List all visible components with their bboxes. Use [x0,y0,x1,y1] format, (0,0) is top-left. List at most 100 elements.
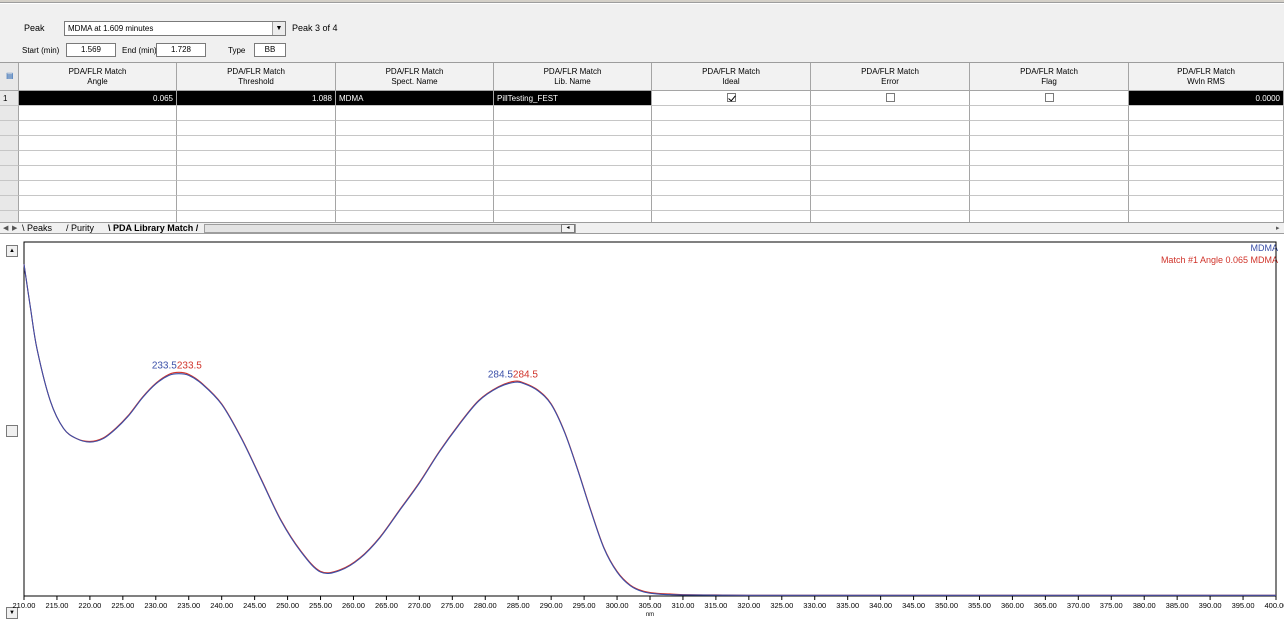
empty-cell[interactable] [177,121,336,136]
empty-cell[interactable] [652,151,811,166]
empty-cell[interactable] [652,136,811,151]
col-header-threshold[interactable]: PDA/FLR Match Threshold [177,63,336,91]
error-checkbox[interactable] [885,93,895,103]
empty-cell[interactable] [811,196,970,211]
empty-cell[interactable] [177,136,336,151]
grid-corner[interactable]: ▤ [0,63,19,91]
empty-cell[interactable] [494,121,652,136]
empty-cell[interactable] [652,166,811,181]
empty-cell[interactable] [494,181,652,196]
cell-ideal[interactable] [652,91,811,106]
cell-error[interactable] [811,91,970,106]
empty-cell[interactable] [652,106,811,121]
empty-cell[interactable] [652,196,811,211]
row-header-empty[interactable] [0,136,19,151]
empty-cell[interactable] [177,166,336,181]
x-tick-label: 400.00 [1265,601,1284,610]
empty-cell[interactable] [336,136,494,151]
tab-pda-library-match-label: PDA Library Match [113,223,194,233]
type-field[interactable]: BB [254,43,286,57]
col-header-angle[interactable]: PDA/FLR Match Angle [19,63,177,91]
row-header-empty[interactable] [0,166,19,181]
empty-cell[interactable] [970,121,1129,136]
scroll-down-icon[interactable]: ▼ [6,607,18,619]
empty-cell[interactable] [336,196,494,211]
cell-flag[interactable] [970,91,1129,106]
empty-cell[interactable] [494,166,652,181]
empty-cell[interactable] [19,181,177,196]
peak-label-spectrum: 233.5 [152,361,177,372]
grid-horizontal-scrollbar[interactable]: ◂ [204,224,576,233]
empty-cell[interactable] [19,166,177,181]
empty-cell[interactable] [336,121,494,136]
empty-cell[interactable] [19,121,177,136]
row-header-empty[interactable] [0,196,19,211]
empty-cell[interactable] [811,136,970,151]
col-header-lib-name[interactable]: PDA/FLR Match Lib. Name [494,63,652,91]
row-header-empty[interactable] [0,121,19,136]
empty-cell[interactable] [970,151,1129,166]
tab-prev-icon[interactable]: ◀ [3,225,9,232]
col-header-error[interactable]: PDA/FLR Match Error [811,63,970,91]
row-header-1[interactable]: 1 [0,91,19,106]
empty-cell[interactable] [970,106,1129,121]
row-header-empty[interactable] [0,151,19,166]
cell-threshold[interactable]: 1.088 [177,91,336,106]
empty-cell[interactable] [336,151,494,166]
scroll-right-icon[interactable]: ▸ [1276,225,1280,232]
empty-cell[interactable] [811,106,970,121]
peak-select[interactable]: MDMA at 1.609 minutes ▼ [64,21,286,36]
empty-cell[interactable] [494,136,652,151]
empty-cell[interactable] [177,181,336,196]
empty-cell[interactable] [336,106,494,121]
empty-cell[interactable] [970,181,1129,196]
empty-cell[interactable] [177,106,336,121]
empty-cell[interactable] [336,166,494,181]
col-header-wvln-rms[interactable]: PDA/FLR Match Wvln RMS [1129,63,1284,91]
empty-cell[interactable] [19,151,177,166]
tab-peaks[interactable]: \ Peaks [22,223,53,233]
empty-cell[interactable] [811,121,970,136]
empty-cell[interactable] [811,166,970,181]
empty-cell[interactable] [652,121,811,136]
empty-cell[interactable] [970,166,1129,181]
empty-cell[interactable] [336,181,494,196]
grid-menu-icon[interactable]: ▤ [6,71,14,80]
plot-vertical-scrollbar[interactable]: ▲ ▼ [6,245,18,619]
empty-cell[interactable] [19,106,177,121]
empty-cell[interactable] [970,196,1129,211]
scroll-thumb[interactable] [6,425,18,437]
empty-cell[interactable] [177,196,336,211]
col-header-spect-name[interactable]: PDA/FLR Match Spect. Name [336,63,494,91]
ideal-checkbox[interactable] [726,93,736,103]
col-header-flag[interactable]: PDA/FLR Match Flag [970,63,1129,91]
empty-cell[interactable] [970,136,1129,151]
empty-cell[interactable] [811,181,970,196]
scroll-left-icon[interactable]: ◂ [561,224,575,233]
empty-cell[interactable] [177,151,336,166]
start-field[interactable]: 1.569 [66,43,116,57]
scroll-up-icon[interactable]: ▲ [6,245,18,257]
empty-cell[interactable] [494,196,652,211]
tab-next-icon[interactable]: ▶ [12,225,18,232]
x-tick-label: 280.00 [474,601,497,610]
x-tick-label: 365.00 [1034,601,1057,610]
empty-cell[interactable] [19,136,177,151]
empty-cell[interactable] [652,181,811,196]
row-header-empty[interactable] [0,106,19,121]
flag-checkbox[interactable] [1044,93,1054,103]
cell-lib-name[interactable]: PillTesting_FEST [494,91,652,106]
empty-cell[interactable] [494,106,652,121]
empty-cell[interactable] [494,151,652,166]
chevron-down-icon[interactable]: ▼ [272,22,285,35]
empty-cell[interactable] [811,151,970,166]
empty-cell[interactable] [19,196,177,211]
cell-angle[interactable]: 0.065 [19,91,177,106]
end-field[interactable]: 1.728 [156,43,206,57]
tab-purity[interactable]: / Purity [66,223,95,233]
tab-pda-library-match[interactable]: \ PDA Library Match / [108,223,199,233]
row-header-empty[interactable] [0,181,19,196]
cell-spect-name[interactable]: MDMA [336,91,494,106]
col-header-ideal[interactable]: PDA/FLR Match Ideal [652,63,811,91]
